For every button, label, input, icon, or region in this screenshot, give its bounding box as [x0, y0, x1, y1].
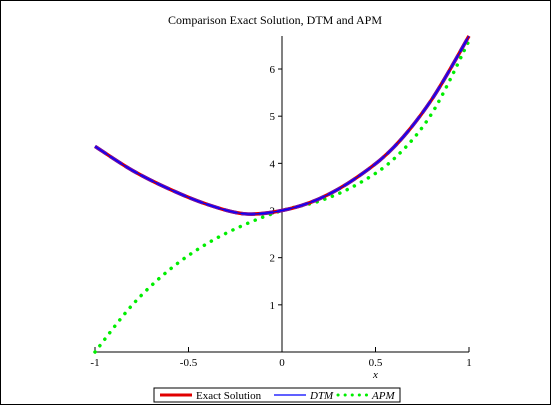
chart-title: Comparison Exact Solution, DTM and APM — [168, 13, 382, 27]
x-tick-label: 0 — [279, 357, 285, 369]
x-tick-label: -0.5 — [180, 357, 198, 369]
x-tick-label: 0.5 — [369, 357, 383, 369]
y-tick-label: 2 — [270, 253, 276, 265]
x-axis-label: x — [372, 369, 378, 381]
x-tick-label: 1 — [466, 357, 472, 369]
y-tick-label: 6 — [270, 64, 276, 76]
x-tick-label: -1 — [90, 357, 99, 369]
x-ticks: -1 -0.5 0 0.5 1 — [90, 347, 472, 369]
legend-label-dtm: DTM — [309, 390, 334, 402]
y-tick-label: 1 — [270, 300, 276, 312]
series-layer — [93, 35, 471, 354]
legend-label-exact-solution: Exact Solution — [196, 390, 262, 402]
legend-label-apm: APM — [371, 390, 395, 402]
series-line-dtm — [94, 35, 470, 215]
y-tick-label: 4 — [270, 158, 276, 170]
legend: Exact Solution DTM APM — [153, 387, 401, 403]
y-tick-label: 5 — [270, 111, 276, 123]
